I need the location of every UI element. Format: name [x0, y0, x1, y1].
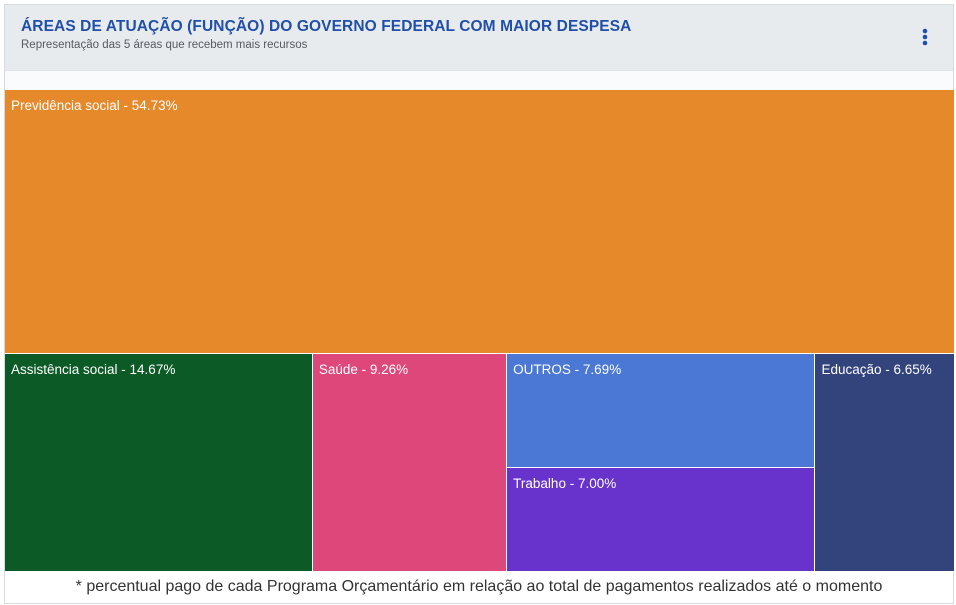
- treemap-tile[interactable]: Saúde - 9.26%: [312, 353, 508, 572]
- treemap-tile[interactable]: Trabalho - 7.00%: [507, 468, 816, 572]
- chart-card: ÁREAS DE ATUAÇÃO (FUNÇÃO) DO GOVERNO FED…: [4, 4, 955, 604]
- chart-footnote: * percentual pago de cada Programa Orçam…: [75, 578, 883, 595]
- treemap-tile-label: Saúde - 9.26%: [318, 361, 409, 377]
- chart-spacer: [5, 71, 953, 90]
- treemap-tile[interactable]: Assistência social - 14.67%: [5, 353, 313, 572]
- treemap-tile-label: OUTROS - 7.69%: [513, 361, 622, 377]
- chart-subtitle: Representação das 5 áreas que recebem ma…: [21, 39, 308, 51]
- chart-title: ÁREAS DE ATUAÇÃO (FUNÇÃO) DO GOVERNO FED…: [21, 18, 632, 35]
- more-vertical-icon: [922, 28, 928, 46]
- treemap-tile[interactable]: OUTROS - 7.69%: [507, 353, 816, 469]
- treemap-tile-label: Trabalho - 7.00%: [513, 476, 617, 492]
- more-options-button[interactable]: [913, 25, 937, 49]
- treemap-tile-label: Assistência social - 14.67%: [11, 361, 176, 377]
- treemap-chart: Previdência social - 54.73% Assistência s…: [5, 90, 955, 572]
- treemap-tile-label: Educação - 6.65%: [821, 361, 932, 377]
- treemap-tile-label: Previdência social - 54.73%: [11, 98, 178, 113]
- chart-header: ÁREAS DE ATUAÇÃO (FUNÇÃO) DO GOVERNO FED…: [5, 5, 953, 71]
- treemap-tile[interactable]: Previdência social - 54.73%: [5, 90, 955, 354]
- treemap-tile[interactable]: Educação - 6.65%: [815, 353, 955, 572]
